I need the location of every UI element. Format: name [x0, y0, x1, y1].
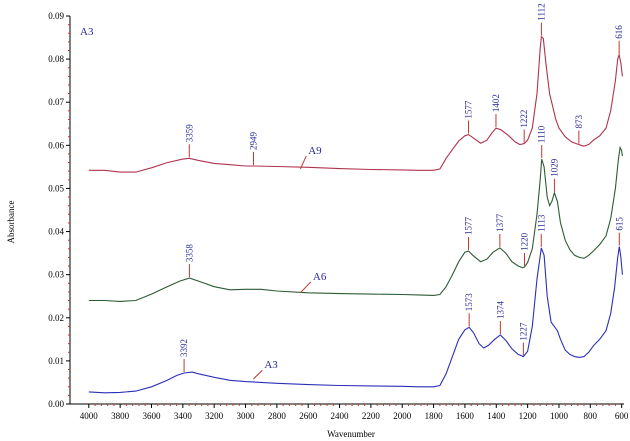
x-tick-label: 3000 [237, 411, 256, 421]
y-tick-label: 0.08 [48, 54, 64, 64]
y-tick-label: 0.07 [48, 97, 64, 107]
peak-label: 1227 [518, 322, 528, 341]
peak-label: 1110 [537, 125, 547, 143]
x-tick-label: 2600 [299, 411, 318, 421]
series-label-leader [300, 282, 311, 293]
y-tick-label: 0.04 [48, 227, 64, 237]
x-tick-label: 3200 [205, 411, 224, 421]
peak-label: 615 [614, 217, 624, 231]
x-tick-label: 800 [584, 411, 598, 421]
y-tick-label: 0.02 [48, 313, 64, 323]
peak-label: 1374 [495, 301, 505, 320]
y-tick-label: 0.05 [48, 183, 64, 193]
peak-label: 616 [614, 25, 624, 39]
peak-label: 1577 [464, 217, 474, 236]
peak-label: 1029 [549, 158, 559, 177]
peak-label: 1112 [536, 3, 546, 20]
x-tick-label: 1400 [487, 411, 506, 421]
x-tick-label: 3400 [174, 411, 193, 421]
panel-label: A3 [80, 26, 94, 38]
peak-label: 1573 [464, 293, 474, 312]
plot-area: A9 3359 2949 1577 1402 1222 1112 873 616 A6 3358 15… [89, 3, 625, 392]
x-tick-label: 1000 [550, 411, 569, 421]
y-axis-title: Absorbance [6, 201, 16, 244]
peak-label: 1377 [495, 213, 505, 232]
peak-label: 1220 [520, 232, 530, 251]
y-tick-label: 0.03 [48, 270, 64, 280]
x-tick-label: 3600 [142, 411, 161, 421]
y-tick-label: 0.00 [48, 399, 64, 409]
series-label-leader [253, 370, 262, 379]
x-axis-title: Wavenumber [327, 429, 375, 439]
y-tick-label: 0.09 [48, 11, 64, 21]
y-tick-label: 0.01 [48, 356, 64, 366]
peak-label: 1577 [464, 100, 474, 119]
x-tick-label: 4000 [80, 411, 99, 421]
peak-label: 3392 [179, 339, 189, 357]
x-tick-label: 2800 [268, 411, 287, 421]
series-line-a3 [89, 247, 623, 393]
x-tick-label: 1200 [519, 411, 538, 421]
x-tick-label: 600 [615, 411, 629, 421]
series-label-a9: A9 [308, 145, 322, 157]
peak-label: 1402 [491, 94, 501, 112]
x-tick-label: 2400 [331, 411, 350, 421]
y-tick-label: 0.06 [48, 140, 64, 150]
series-label-a3: A3 [264, 359, 278, 371]
peak-label: 873 [574, 115, 584, 129]
peak-label: 2949 [249, 132, 259, 151]
series-label-a6: A6 [313, 271, 327, 283]
x-tick-label: 1800 [425, 411, 444, 421]
peak-label: 3359 [184, 124, 194, 143]
peak-label: 1113 [536, 214, 546, 232]
x-tick-label: 1600 [456, 411, 475, 421]
x-tick-label: 3800 [111, 411, 130, 421]
peak-label: 3358 [184, 244, 194, 263]
series-line-a9 [89, 37, 623, 172]
x-tick-label: 2000 [393, 411, 412, 421]
peak-label: 1222 [519, 110, 529, 128]
x-tick-label: 2200 [362, 411, 381, 421]
